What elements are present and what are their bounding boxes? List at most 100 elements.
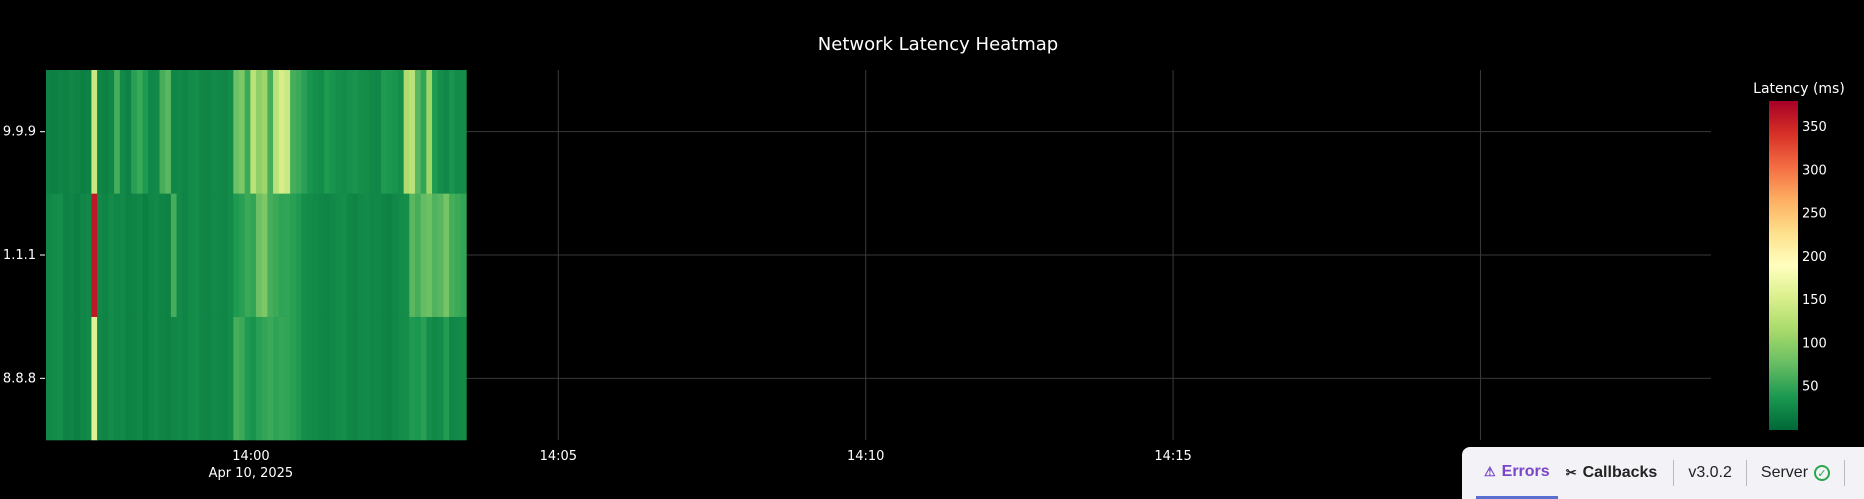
heatmap-cell xyxy=(74,193,81,317)
heatmap-cell xyxy=(380,316,388,441)
heatmap-cell xyxy=(301,70,308,194)
heatmap-cell xyxy=(295,70,303,194)
heatmap-cell xyxy=(46,316,53,441)
colorbar-tick-label: 50 xyxy=(1802,380,1819,395)
heatmap-cell xyxy=(176,316,183,441)
heatmap-cell xyxy=(165,316,172,441)
heatmap-cell xyxy=(454,193,462,317)
heatmap-cell xyxy=(295,316,303,441)
callbacks-icon: ✂ xyxy=(1565,465,1577,480)
heatmap-cell xyxy=(221,193,229,317)
heatmap-cell xyxy=(148,70,155,194)
tab-errors[interactable]: ⚠ Errors xyxy=(1476,447,1558,499)
heatmap-cell xyxy=(392,70,399,194)
heatmap-cell xyxy=(68,193,75,317)
heatmap-cell xyxy=(74,316,81,441)
heatmap-cell xyxy=(227,70,234,194)
colorbar-tick-label: 150 xyxy=(1802,293,1827,308)
heatmap-cell xyxy=(403,70,410,194)
heatmap-cell xyxy=(386,316,393,441)
heatmap-cell xyxy=(437,316,444,441)
heatmap-cell xyxy=(250,193,257,317)
heatmap-cell xyxy=(437,70,444,194)
heatmap-cell xyxy=(108,316,115,441)
chart-title: Network Latency Heatmap xyxy=(818,34,1058,55)
heatmap-cell xyxy=(341,193,348,317)
heatmap-cell xyxy=(80,316,87,441)
colorbar-gradient xyxy=(1769,101,1798,430)
heatmap-cell xyxy=(329,193,337,317)
heatmap-cell xyxy=(97,70,104,194)
heatmap-cell xyxy=(426,70,433,194)
heatmap-cell xyxy=(273,70,280,194)
heatmap-cell xyxy=(221,70,229,194)
heatmap-cell xyxy=(295,193,303,317)
heatmap-cell xyxy=(449,316,456,441)
heatmap-cell xyxy=(460,70,467,194)
colorbar-tick-label: 100 xyxy=(1802,336,1827,351)
heatmap-cell xyxy=(125,193,132,317)
y-axis: 8.8.8 1.1.1 9.9.9 xyxy=(3,125,45,386)
heatmap-cell xyxy=(278,193,286,317)
heatmap-cell xyxy=(119,70,127,194)
heatmap-cell xyxy=(380,70,388,194)
heatmap-cell xyxy=(307,193,314,317)
heatmap-cell xyxy=(74,70,81,194)
heatmap-cell xyxy=(46,70,53,194)
heatmap-cell xyxy=(420,193,427,317)
heatmap-cell xyxy=(80,193,87,317)
heatmap-cell xyxy=(193,316,200,441)
heatmap-cell xyxy=(363,70,371,194)
heatmap-cell xyxy=(176,70,183,194)
heatmap-cell xyxy=(159,316,166,441)
errors-label: Errors xyxy=(1501,462,1550,480)
heatmap-cell xyxy=(352,316,359,441)
heatmap-cell xyxy=(91,70,98,194)
colorbar-tick-label: 300 xyxy=(1802,163,1827,178)
heatmap-cell xyxy=(244,193,251,317)
heatmap-cell xyxy=(63,70,70,194)
heatmap-cell xyxy=(420,70,427,194)
heatmap-cell xyxy=(261,70,268,194)
heatmap-cell xyxy=(204,316,212,441)
heatmap-cell xyxy=(119,316,127,441)
tab-callbacks[interactable]: ✂ Callbacks xyxy=(1558,447,1666,499)
heatmap-cell xyxy=(415,193,422,317)
divider xyxy=(1745,460,1747,486)
heatmap-cell xyxy=(114,316,121,441)
heatmap-cell xyxy=(136,193,144,317)
heatmap-cell xyxy=(108,70,115,194)
heatmap-cell xyxy=(290,193,297,317)
heatmap-cell xyxy=(278,70,286,194)
heatmap-cell xyxy=(341,316,348,441)
warning-icon: ⚠ xyxy=(1484,463,1496,479)
heatmap-cell xyxy=(85,193,93,317)
heatmap-cell xyxy=(68,316,75,441)
heatmap-cell xyxy=(329,316,337,441)
heatmap-cell xyxy=(335,70,342,194)
heatmap-cell xyxy=(216,193,223,317)
heatmap-cell xyxy=(148,316,155,441)
heatmap-cell xyxy=(346,316,354,441)
heatmap-cell xyxy=(341,70,348,194)
heatmap-cell xyxy=(51,70,58,194)
heatmap-cell xyxy=(153,193,161,317)
heatmap-cell xyxy=(335,193,342,317)
x-tick-label: 14:00 xyxy=(232,449,269,464)
heatmap-cell xyxy=(307,316,314,441)
heatmap-cell xyxy=(454,316,462,441)
heatmap-cell xyxy=(227,316,234,441)
x-tick-sublabel: Apr 10, 2025 xyxy=(209,466,294,481)
heatmap-cell xyxy=(102,193,110,317)
server-status[interactable]: Server ✓ xyxy=(1755,464,1836,482)
heatmap-cell xyxy=(352,193,359,317)
heatmap-cell xyxy=(392,316,399,441)
heatmap-cell xyxy=(97,316,104,441)
heatmap-cell xyxy=(324,316,331,441)
heatmap-cell xyxy=(415,70,422,194)
heatmap-cell xyxy=(136,316,144,441)
heatmap-cell xyxy=(403,316,410,441)
heatmap-cell xyxy=(102,316,110,441)
heatmap-cell xyxy=(301,193,308,317)
heatmap-cell xyxy=(57,316,64,441)
